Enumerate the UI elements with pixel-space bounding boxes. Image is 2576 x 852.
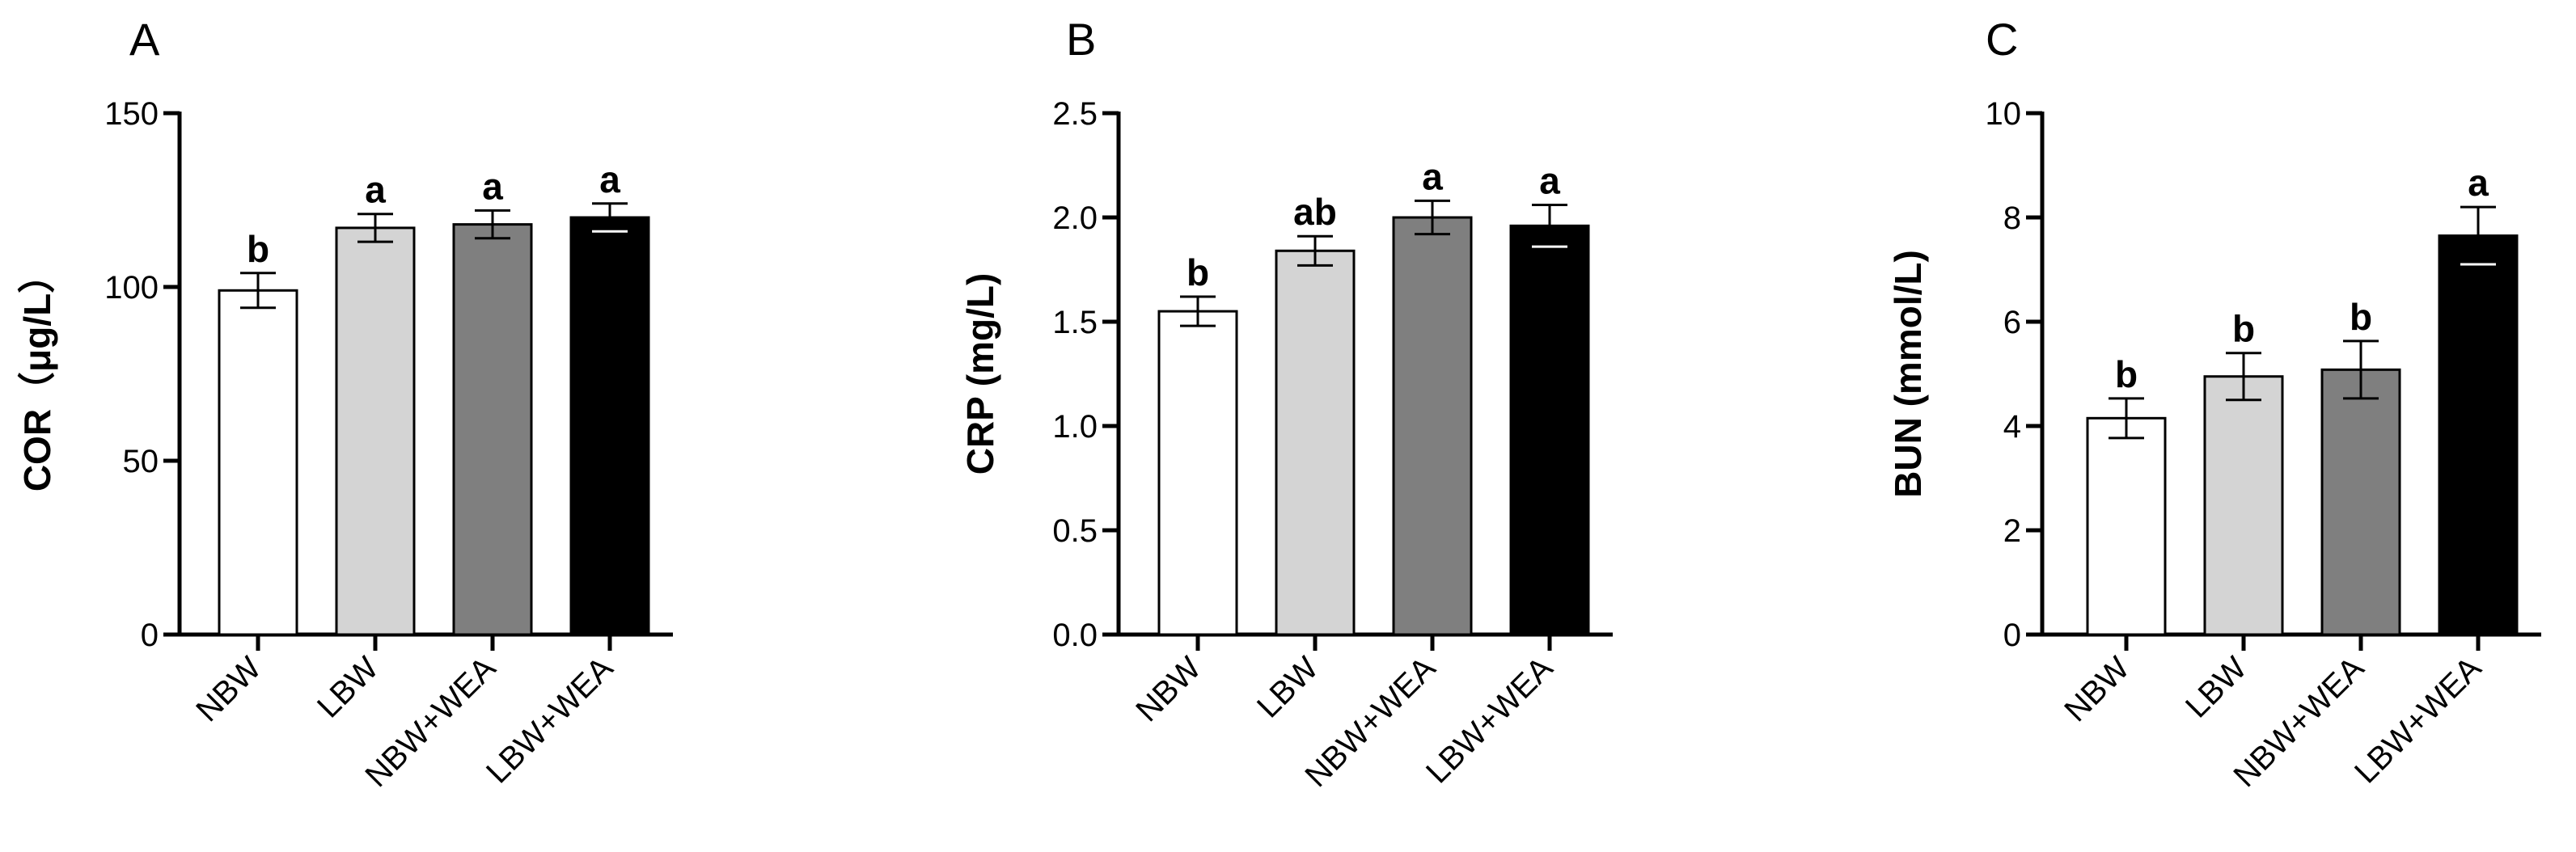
bar-lbw-plus-wea (569, 216, 650, 636)
y-tick-label: 0 (141, 618, 159, 653)
bar-nbw-plus-wea (1392, 216, 1473, 636)
significance-label: b (2232, 308, 2255, 350)
y-tick-label: 1.5 (1052, 305, 1098, 340)
significance-label: b (2350, 296, 2372, 338)
significance-label: a (599, 158, 620, 200)
bar-lbw-plus-wea (2438, 234, 2519, 636)
y-tick-label: 8 (2003, 200, 2021, 236)
panel-letter: A (129, 14, 160, 65)
y-tick-label: 1.0 (1052, 409, 1098, 445)
bar-lbw (2203, 375, 2284, 636)
bar-lbw (335, 226, 416, 636)
x-tick-label: NBW (189, 650, 268, 728)
significance-label: ab (1293, 191, 1337, 233)
y-axis-title: COR（μg/L） (16, 256, 58, 491)
y-tick-label: 0.5 (1052, 513, 1098, 549)
significance-label: a (482, 165, 503, 207)
significance-label: a (1539, 160, 1560, 202)
y-axis-title: BUN (mmol/L) (1887, 250, 1929, 498)
x-tick-label: LBW+WEA (1419, 650, 1560, 791)
x-tick-label: LBW (2179, 650, 2254, 725)
y-tick-label: 4 (2003, 409, 2021, 445)
y-tick-label: 6 (2003, 305, 2021, 340)
panel-letter: C (1986, 14, 2018, 65)
bar-lbw (1275, 249, 1356, 636)
significance-label: b (2115, 353, 2138, 395)
significance-label: a (2468, 162, 2489, 204)
panel-letter: B (1066, 14, 1096, 65)
bar-nbw-plus-wea (452, 223, 533, 636)
bar-nbw-plus-wea (2320, 368, 2401, 636)
y-tick-label: 50 (123, 444, 159, 479)
x-tick-label: NBW (2058, 650, 2136, 728)
bar-nbw (2086, 416, 2167, 636)
significance-label: a (365, 169, 386, 211)
y-tick-label: 2.0 (1052, 200, 1098, 236)
x-tick-label: LBW (311, 650, 386, 725)
y-tick-label: 100 (104, 270, 159, 306)
y-tick-label: 0.0 (1052, 618, 1098, 653)
y-tick-label: 0 (2003, 618, 2021, 653)
significance-label: b (1186, 251, 1209, 293)
x-tick-label: LBW+WEA (2348, 650, 2489, 791)
significance-label: b (247, 228, 269, 270)
y-axis-title: CRP (mg/L) (959, 273, 1001, 475)
bar-nbw (218, 289, 298, 636)
x-tick-label: NBW (1129, 650, 1208, 728)
y-tick-label: 2 (2003, 513, 2021, 549)
x-tick-label: LBW (1250, 650, 1326, 725)
bar-lbw-plus-wea (1509, 224, 1590, 636)
significance-label: a (1422, 155, 1443, 197)
chart-panel-a: ACOR（μg/L）050100150bNBWaLBWaNBW+WEAaLBW+… (16, 14, 673, 794)
y-tick-label: 10 (1986, 96, 2022, 132)
y-tick-label: 2.5 (1052, 96, 1098, 132)
x-tick-label: LBW+WEA (480, 650, 620, 791)
y-tick-label: 150 (104, 96, 159, 132)
bar-nbw (1157, 310, 1238, 636)
